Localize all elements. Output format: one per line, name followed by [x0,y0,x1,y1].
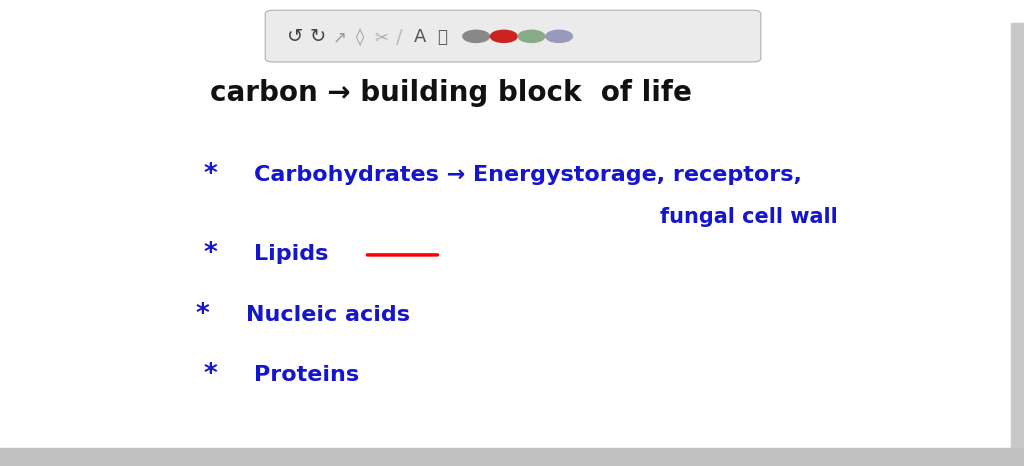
Text: Nucleic acids: Nucleic acids [246,305,410,324]
Text: Carbohydrates → Energystorage, receptors,: Carbohydrates → Energystorage, receptors… [254,165,802,185]
Text: Proteins: Proteins [254,365,359,385]
Text: *: * [196,302,210,328]
Bar [0,448,1024,466]
Text: Lipids: Lipids [254,244,329,264]
Text: *: * [203,162,217,188]
Text: /: / [396,28,402,47]
Text: ⎙: ⎙ [437,28,447,46]
Bar [1012,23,1024,466]
Text: A: A [414,28,426,46]
Text: carbon → building block  of life: carbon → building block of life [210,79,692,107]
Text: ↺: ↺ [287,27,303,46]
Text: *: * [203,241,217,267]
Text: ✂: ✂ [374,28,388,46]
Text: *: * [203,362,217,388]
Text: ◊: ◊ [356,28,365,46]
Text: fungal cell wall: fungal cell wall [660,207,839,226]
FancyBboxPatch shape [265,10,761,62]
Circle shape [518,30,545,42]
Text: ↗: ↗ [333,28,347,46]
Circle shape [490,30,517,42]
Text: ↻: ↻ [309,27,326,46]
Circle shape [546,30,572,42]
Circle shape [463,30,489,42]
